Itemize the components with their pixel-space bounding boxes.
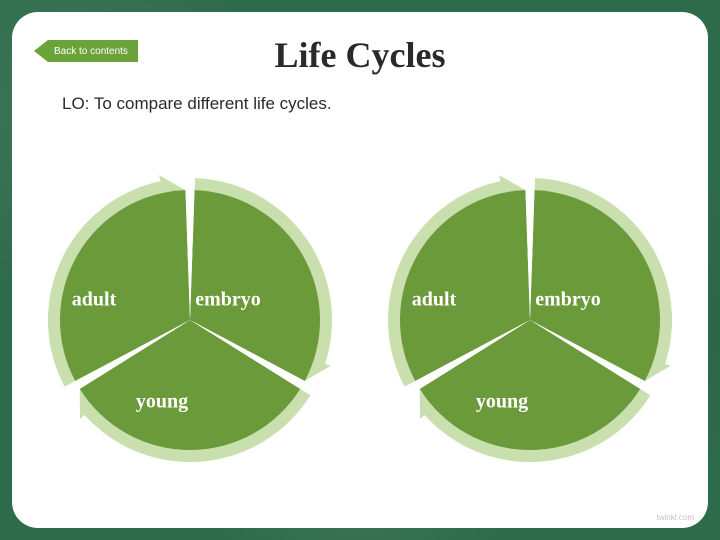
page-title: Life Cycles [12,34,708,76]
cycle-svg [40,170,340,470]
cycle-diagram-right: embryo young adult [380,170,680,470]
cycle-segment-label: young [476,391,528,414]
cycle-diagram-left: embryo young adult [40,170,340,470]
cycles-row: embryo young adult embryo young adult [12,132,708,508]
cycle-segment-label: embryo [535,289,601,312]
learning-objective: LO: To compare different life cycles. [62,94,332,114]
cycle-segment-label: adult [412,289,456,312]
cycle-segment-label: young [136,391,188,414]
cycle-segment-label: adult [72,289,116,312]
cycle-svg [380,170,680,470]
content-card: Back to contents Life Cycles LO: To comp… [12,12,708,528]
slide-background: Back to contents Life Cycles LO: To comp… [0,0,720,540]
watermark: twinkl.com [657,513,694,522]
cycle-segment-label: embryo [195,289,261,312]
